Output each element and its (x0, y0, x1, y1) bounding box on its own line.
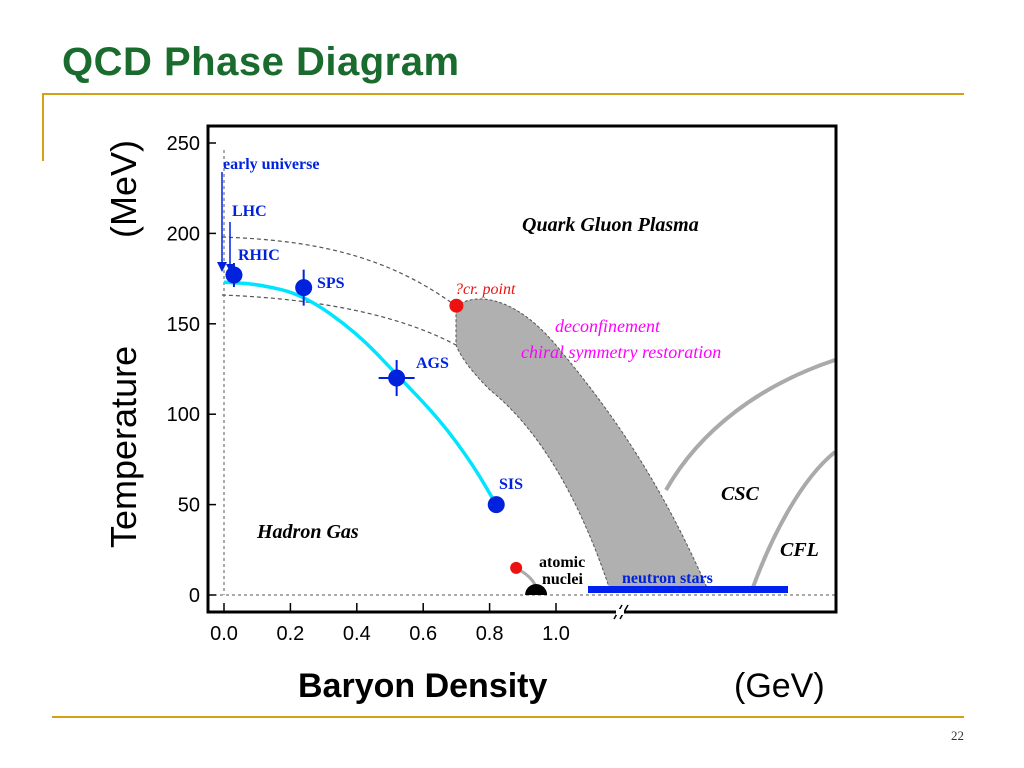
neutron-stars-label: neutron stars (622, 570, 713, 587)
x-tick-label: 0.0 (210, 623, 238, 645)
x-tick-label: 0.8 (476, 623, 504, 645)
freezeout-curve (223, 280, 498, 506)
y-tick-label: 250 (167, 133, 200, 155)
x-tick-label: 0.2 (276, 623, 304, 645)
cfl-boundary (750, 450, 837, 591)
point-ags (388, 369, 406, 387)
sis-label: SIS (499, 476, 523, 493)
axis-break-gap (616, 609, 624, 615)
title-rule-left (42, 93, 44, 161)
deconfinement-label: deconfinement (555, 316, 661, 336)
plot-frame (206, 124, 838, 614)
slide-title: QCD Phase Diagram (62, 40, 460, 84)
ags-label-text: AGS (416, 355, 449, 372)
sps-label-text: SPS (317, 275, 345, 292)
neutron-stars-bar (588, 586, 788, 593)
x-axis-unit: (GeV) (734, 667, 825, 705)
point-sps (295, 279, 313, 297)
y-tick-label: 50 (178, 495, 200, 517)
upper-boundary-dashed (221, 236, 457, 307)
early-universe-label: early universe (223, 156, 319, 173)
page-number: 22 (951, 728, 964, 743)
bottom-rule (52, 716, 964, 718)
nuclei-label: nuclei (542, 571, 583, 588)
chiral-label: chiral symmetry restoration (521, 342, 721, 362)
point-rhic (225, 266, 243, 284)
critical-point-label: ?cr. point (455, 281, 516, 298)
sis-label-text: SIS (499, 476, 523, 493)
qgp-label: Quark Gluon Plasma (522, 214, 699, 236)
atomic-nuclei-marker (525, 584, 548, 595)
y-axis-title: Temperature (103, 346, 144, 548)
lhc-label: LHC (232, 203, 267, 220)
csc-boundary (664, 358, 836, 491)
sps-label: SPS (317, 275, 345, 292)
early-universe-arrowhead (217, 262, 227, 272)
y-tick-label: 0 (189, 585, 200, 607)
x-axis-title: Baryon Density (298, 667, 547, 705)
point-sis (487, 496, 505, 514)
title-rule (42, 93, 964, 95)
csc-label: CSC (721, 483, 759, 505)
x-tick-label: 0.4 (343, 623, 371, 645)
atomic-label: atomic (539, 554, 585, 571)
red-point-near-nuclei (510, 561, 523, 574)
y-axis-ticks: 0 50 100 150 200 250 (167, 133, 216, 607)
x-tick-label: 1.0 (542, 623, 570, 645)
y-tick-label: 150 (167, 314, 200, 336)
y-axis-unit: (MeV) (103, 140, 144, 238)
crossover-band (455, 298, 709, 591)
x-axis-ticks: 0.0 0.2 0.4 0.6 0.8 1.0 (210, 603, 570, 645)
y-tick-label: 200 (167, 223, 200, 245)
ags-label: AGS (416, 355, 449, 372)
lower-boundary-dashed (221, 294, 457, 346)
rhic-label-text: RHIC (238, 247, 280, 264)
critical-point (449, 298, 464, 313)
experiment-points (225, 262, 505, 514)
x-tick-label: 0.6 (409, 623, 437, 645)
cfl-label: CFL (780, 539, 819, 561)
rhic-label: RHIC (238, 247, 280, 264)
y-tick-label: 100 (167, 404, 200, 426)
hadron-gas-label: Hadron Gas (256, 521, 359, 543)
